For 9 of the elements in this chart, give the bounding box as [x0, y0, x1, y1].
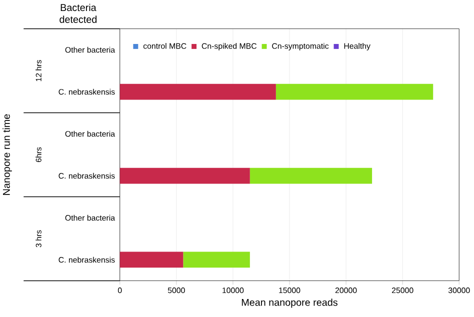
x-axis-title: Mean nanopore reads — [242, 298, 338, 308]
bar — [120, 84, 276, 100]
y-axis-title: Nanopore run time — [2, 114, 12, 195]
text: Bacteria detected — [60, 4, 97, 23]
bar — [276, 84, 434, 100]
bar — [183, 252, 250, 268]
bar — [120, 252, 184, 268]
bar — [120, 168, 250, 184]
bar — [250, 168, 372, 184]
